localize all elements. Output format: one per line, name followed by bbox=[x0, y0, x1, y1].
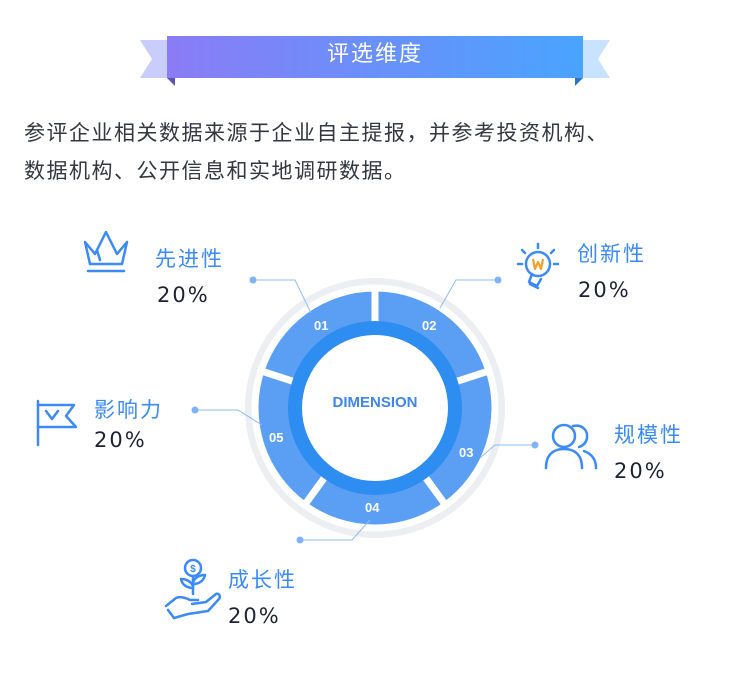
dimension-name-5: 影响力 bbox=[94, 398, 163, 422]
users-icon bbox=[544, 423, 598, 470]
segment-number-02: 02 bbox=[422, 318, 437, 333]
dimension-name-4: 成长性 bbox=[228, 568, 297, 592]
dimension-percent-3: 20% bbox=[614, 459, 667, 483]
segment-number-05: 05 bbox=[269, 430, 284, 445]
segment-number-04: 04 bbox=[365, 500, 380, 515]
dimension-name-2: 创新性 bbox=[577, 242, 646, 266]
intro-paragraph: 参评企业相关数据来源于企业自主提报，并参考投资机构、 数据机构、公开信息和实地调… bbox=[24, 114, 734, 190]
intro-line-1: 参评企业相关数据来源于企业自主提报，并参考投资机构、 bbox=[24, 121, 609, 145]
connector-02 bbox=[439, 279, 498, 309]
dimension-percent-2: 20% bbox=[578, 278, 631, 302]
connector-dot-02 bbox=[494, 276, 502, 284]
intro-line-2: 数据机构、公开信息和实地调研数据。 bbox=[24, 159, 407, 183]
connector-03 bbox=[479, 444, 535, 459]
connector-05 bbox=[195, 409, 263, 426]
lightbulb-icon bbox=[516, 242, 560, 290]
connector-04 bbox=[300, 519, 371, 541]
connector-dot-04 bbox=[296, 536, 304, 544]
dimension-percent-1: 20% bbox=[157, 283, 210, 307]
connector-01 bbox=[253, 279, 312, 314]
banner-title: 评选维度 bbox=[326, 42, 423, 67]
title-banner bbox=[140, 36, 610, 86]
ring-inner-band bbox=[288, 321, 462, 495]
dimension-percent-5: 20% bbox=[94, 428, 147, 452]
dimension-name-1: 先进性 bbox=[155, 247, 224, 271]
connector-dot-05 bbox=[191, 406, 199, 414]
dimension-name-3: 规模性 bbox=[614, 423, 683, 447]
ring-center-disc bbox=[302, 335, 448, 481]
flag-icon bbox=[36, 399, 78, 447]
segment-number-01: 01 bbox=[314, 318, 329, 333]
connector-dot-03 bbox=[531, 441, 539, 449]
ring-outer-track bbox=[245, 278, 505, 538]
dimension-percent-4: 20% bbox=[228, 604, 281, 628]
svg-text:$: $ bbox=[190, 564, 196, 575]
connector-dot-01 bbox=[249, 276, 257, 284]
center-label: DIMENSION bbox=[332, 394, 418, 411]
segment-number-03: 03 bbox=[459, 445, 474, 460]
money-plant-hand-icon: $ bbox=[164, 558, 222, 620]
crown-icon bbox=[83, 230, 129, 273]
